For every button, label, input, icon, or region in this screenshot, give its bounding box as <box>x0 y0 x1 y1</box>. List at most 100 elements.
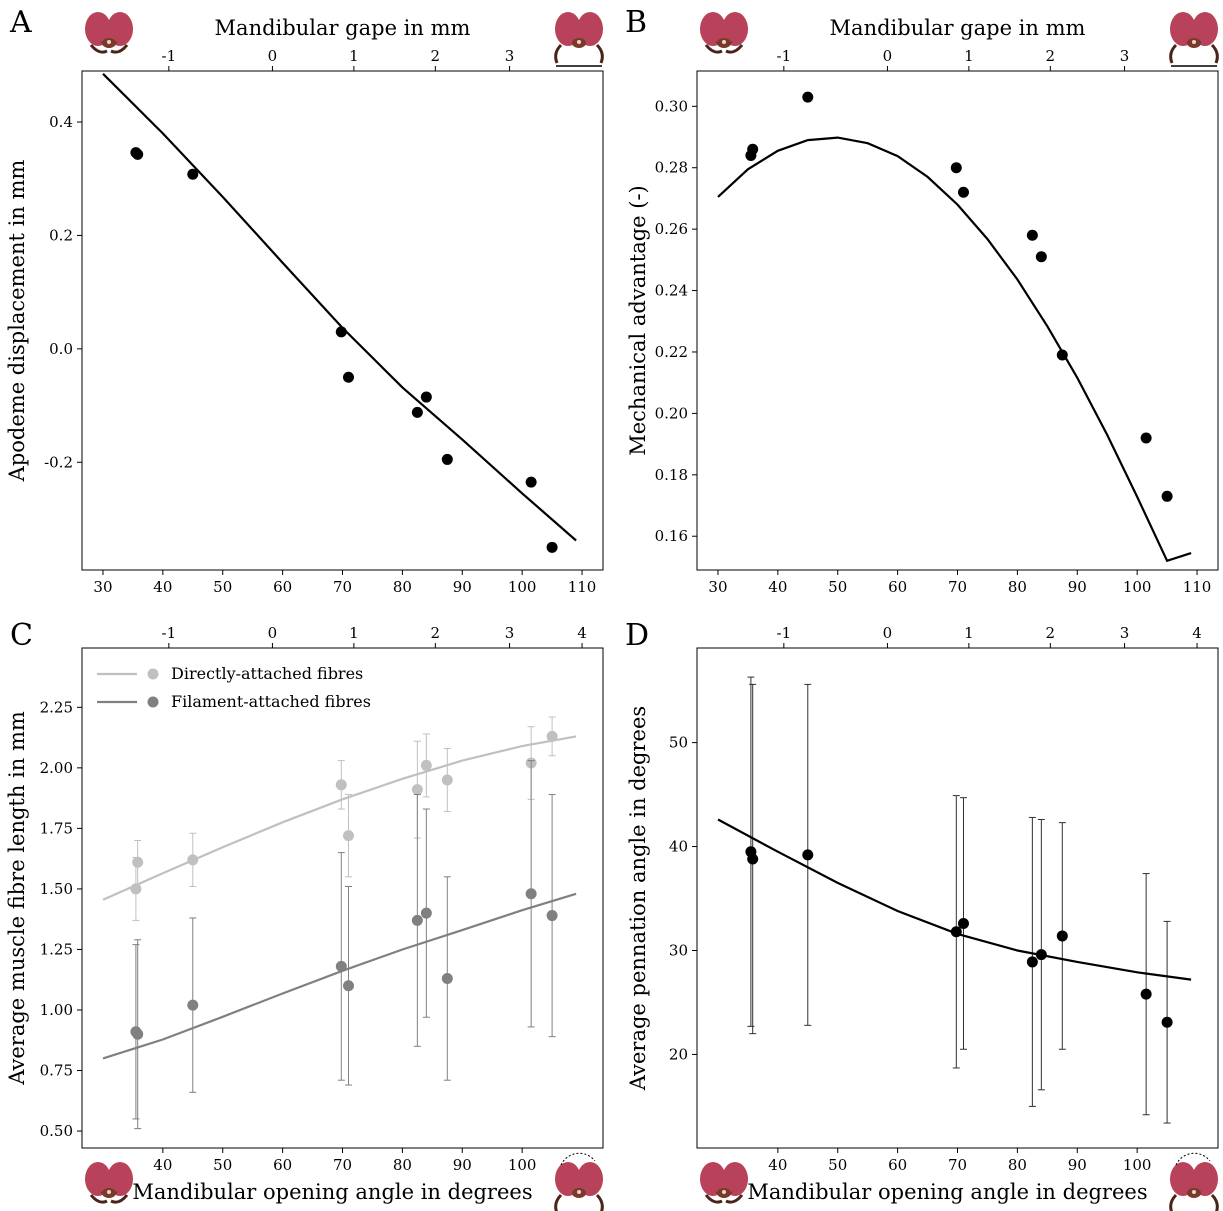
top-axis-title: Mandibular gape in mm <box>215 16 471 40</box>
y-tick-label: 1.50 <box>40 880 73 898</box>
x-tick-label: 100 <box>508 1156 537 1174</box>
top-x-tick-label: 0 <box>268 47 278 65</box>
top-axis-title: Mandibular gape in mm <box>830 16 1086 40</box>
y-tick-label: 30 <box>669 941 688 959</box>
data-point <box>441 973 453 985</box>
x-tick-label: 50 <box>213 578 232 596</box>
x-tick-label: 80 <box>393 578 412 596</box>
data-point <box>411 406 423 418</box>
data-point <box>335 326 347 338</box>
data-point <box>335 779 347 791</box>
data-point <box>187 854 199 866</box>
top-x-tick-label: 1 <box>964 624 974 642</box>
legend-marker <box>147 668 159 680</box>
data-point <box>411 784 423 796</box>
plot-area <box>717 676 1192 1124</box>
x-axis-title: Mandibular opening angle in degrees <box>132 1180 532 1204</box>
y-tick-label: 1.25 <box>40 940 73 958</box>
data-point <box>525 476 537 488</box>
top-x-tick-label: 3 <box>505 624 515 642</box>
panel-c: C 40 50 60 70 80 90 100 -1 0 1 2 3 4 0.50 0.75 1.00 1.25 1… <box>5 618 605 1211</box>
top-x-tick-label: -1 <box>777 624 792 642</box>
top-x-tick-label: 2 <box>431 47 441 65</box>
x-tick-label: 70 <box>333 578 352 596</box>
panel-b: B 30 40 50 60 70 80 90 100 110 -1 0 1 2 3 0.16 0.18 0.20 0… <box>625 5 1220 596</box>
top-x-tick-label: 4 <box>577 624 587 642</box>
top-x-tick-label: 2 <box>1046 47 1056 65</box>
y-tick-label: 0.18 <box>655 466 688 484</box>
x-tick-label: 80 <box>1008 1156 1027 1174</box>
y-tick-label: 0.30 <box>655 97 688 115</box>
data-point <box>1056 349 1068 361</box>
data-point <box>420 759 432 771</box>
y-tick-label: -0.2 <box>44 453 73 471</box>
x-tick-label: 60 <box>273 1156 292 1174</box>
y-tick-label: 0.2 <box>49 226 73 244</box>
data-point <box>130 883 142 895</box>
legend-label: Filament-attached fibres <box>171 692 371 711</box>
x-tick-label: 50 <box>828 578 847 596</box>
data-point <box>1161 1016 1173 1028</box>
data-point <box>441 774 453 786</box>
data-point <box>1056 930 1068 942</box>
x-axis-title: Mandibular opening angle in degrees <box>747 1180 1147 1204</box>
x-tick-label: 70 <box>948 578 967 596</box>
mandible-closed-icon <box>698 10 750 54</box>
data-point <box>342 980 354 992</box>
x-tick-label: 30 <box>708 578 727 596</box>
opening-angle-arc <box>1175 1152 1211 1166</box>
fit-line <box>102 73 577 542</box>
x-tick-label: 90 <box>1068 578 1087 596</box>
panel-letter: C <box>10 618 33 653</box>
x-tick-label: 40 <box>153 578 172 596</box>
plot-frame <box>81 647 604 1149</box>
opening-angle-arc <box>560 1152 596 1166</box>
mandible-open-icon <box>553 1160 605 1211</box>
x-tick-label: 60 <box>888 578 907 596</box>
x-tick-label: 50 <box>213 1156 232 1174</box>
x-tick-label: 100 <box>508 578 537 596</box>
data-point <box>546 910 558 922</box>
mandible-open-icon <box>553 10 605 65</box>
data-point <box>1035 949 1047 961</box>
top-x-tick-label: -1 <box>777 47 792 65</box>
y-tick-label: 1.75 <box>40 819 73 837</box>
data-point <box>187 168 199 180</box>
data-point <box>802 849 814 861</box>
panel-letter: D <box>625 618 649 653</box>
top-x-tick-label: 1 <box>349 47 359 65</box>
top-x-tick-label: -1 <box>162 624 177 642</box>
top-x-tick-label: -1 <box>162 47 177 65</box>
y-axis-title: Mechanical advantage (-) <box>626 185 650 456</box>
y-axis-title: Apodeme displacement in mm <box>5 160 29 483</box>
top-x-tick-label: 1 <box>349 624 359 642</box>
x-tick-label: 60 <box>888 1156 907 1174</box>
y-tick-label: 0.24 <box>655 282 688 300</box>
data-point <box>1035 251 1047 263</box>
y-tick-label: 0.22 <box>655 343 688 361</box>
mandible-closed-icon <box>83 1160 135 1204</box>
x-tick-label: 40 <box>153 1156 172 1174</box>
top-x-tick-label: 0 <box>883 624 893 642</box>
data-point <box>420 391 432 403</box>
panel-a: A 30 40 50 60 70 80 90 100 110 -1 0 1 2 3 -0.2 0.0 0.2 0.4… <box>5 5 605 596</box>
panel-letter: A <box>9 5 32 40</box>
data-point <box>342 371 354 383</box>
plot-area <box>102 73 577 553</box>
data-point <box>802 91 814 103</box>
x-tick-label: 110 <box>1183 578 1212 596</box>
x-tick-label: 40 <box>768 578 787 596</box>
data-point <box>546 730 558 742</box>
top-x-tick-label: 4 <box>1192 624 1202 642</box>
data-point <box>441 453 453 465</box>
x-tick-label: 90 <box>453 578 472 596</box>
mandible-closed-icon <box>698 1160 750 1204</box>
x-tick-label: 100 <box>1123 578 1152 596</box>
top-x-tick-label: 0 <box>883 47 893 65</box>
data-point <box>342 830 354 842</box>
x-tick-label: 90 <box>453 1156 472 1174</box>
data-point <box>132 148 144 160</box>
x-tick-label: 70 <box>333 1156 352 1174</box>
data-point <box>1140 988 1152 1000</box>
